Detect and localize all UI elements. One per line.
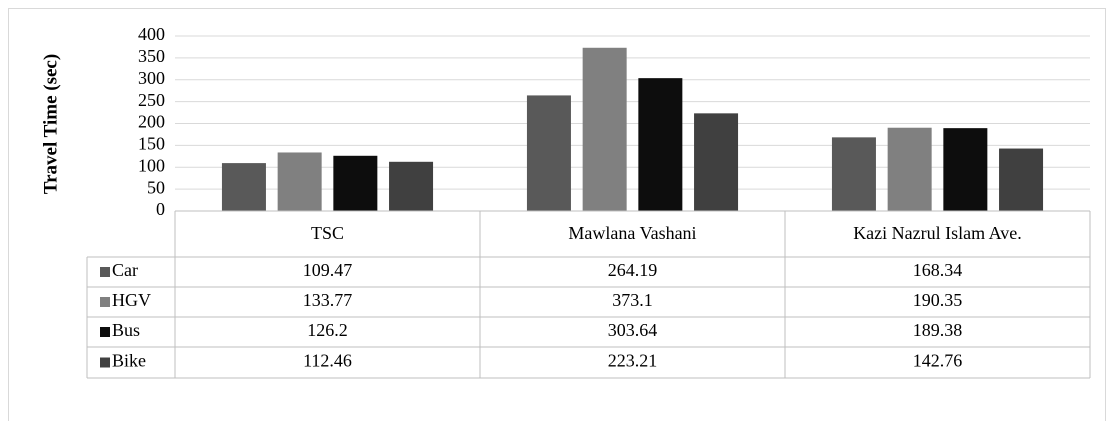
x-tick-label: Kazi Nazrul Islam Ave. bbox=[853, 223, 1022, 243]
y-tick-label: 350 bbox=[138, 46, 165, 66]
y-tick-label: 250 bbox=[138, 90, 165, 110]
table-value: 303.64 bbox=[608, 320, 658, 340]
table-value: 142.76 bbox=[913, 351, 963, 371]
bar bbox=[526, 95, 571, 211]
table-value: 373.1 bbox=[612, 290, 653, 310]
y-tick-label: 150 bbox=[138, 134, 165, 154]
bar bbox=[887, 127, 932, 211]
table-value: 112.46 bbox=[303, 351, 352, 371]
table-value: 223.21 bbox=[608, 351, 658, 371]
table-value: 189.38 bbox=[913, 320, 963, 340]
bar bbox=[277, 152, 322, 211]
legend-label: Bus bbox=[112, 320, 140, 340]
legend-swatch bbox=[100, 357, 110, 368]
y-axis-title: Travel Time (sec) bbox=[40, 54, 61, 194]
legend-label: Bike bbox=[112, 351, 146, 371]
bar bbox=[582, 47, 627, 211]
table-value: 264.19 bbox=[608, 260, 658, 280]
legend-label: Car bbox=[112, 260, 138, 280]
legend-label: HGV bbox=[112, 290, 151, 310]
y-tick-label: 100 bbox=[138, 155, 165, 175]
legend-swatch bbox=[100, 327, 110, 337]
table-value: 133.77 bbox=[303, 290, 353, 310]
y-tick-label: 0 bbox=[156, 199, 165, 219]
bar bbox=[333, 155, 378, 211]
table-value: 168.34 bbox=[913, 260, 963, 280]
table-value: 190.35 bbox=[913, 290, 963, 310]
table-value: 109.47 bbox=[303, 260, 353, 280]
table-value: 126.2 bbox=[307, 320, 348, 340]
bar bbox=[694, 113, 739, 211]
bar bbox=[389, 161, 434, 211]
legend-swatch bbox=[100, 267, 110, 277]
x-tick-label: Mawlana Vashani bbox=[568, 223, 696, 243]
bar bbox=[831, 137, 876, 211]
bar bbox=[999, 148, 1044, 211]
bar bbox=[221, 163, 266, 211]
x-tick-label: TSC bbox=[311, 223, 344, 243]
y-tick-label: 400 bbox=[138, 24, 165, 44]
bar bbox=[638, 78, 683, 211]
bar bbox=[943, 128, 988, 211]
legend-swatch bbox=[100, 297, 110, 307]
y-tick-label: 300 bbox=[138, 68, 165, 88]
y-tick-label: 200 bbox=[138, 112, 165, 132]
y-tick-label: 50 bbox=[147, 177, 165, 197]
chart-border bbox=[8, 8, 1106, 421]
